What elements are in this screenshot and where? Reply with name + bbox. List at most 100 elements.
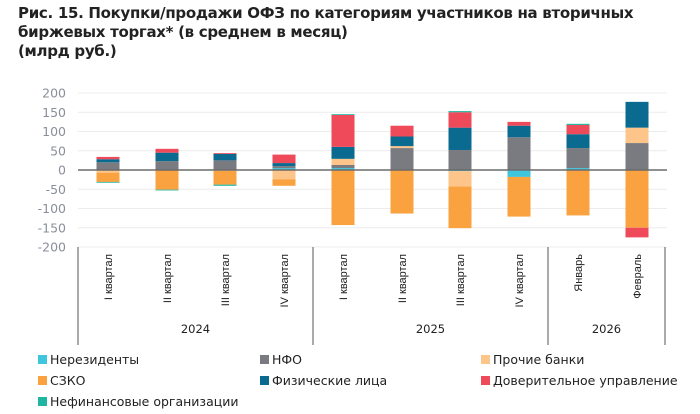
bar-segment — [507, 125, 531, 138]
bar-segment — [155, 148, 179, 153]
bar-segment — [272, 154, 296, 164]
y-tick-label: -50 — [46, 182, 66, 197]
bar-segment — [331, 164, 355, 169]
chart-subtitle-units: (млрд руб.) — [18, 42, 117, 60]
legend-swatch-icon — [38, 355, 47, 364]
bar-segment — [448, 112, 472, 128]
bar-segment — [155, 189, 179, 191]
bar-segment — [272, 179, 296, 186]
legend-item: СЗКО — [38, 373, 85, 388]
x-tick-label: III квартал — [455, 254, 467, 306]
legend-label: Нефинансовые организации — [50, 394, 239, 409]
x-tick-label: II квартал — [397, 254, 409, 303]
bar-segment — [331, 170, 355, 226]
x-tick-label: Февраль — [632, 254, 644, 299]
bar-segment — [448, 149, 472, 170]
bar-segment — [566, 148, 590, 169]
bar-segment — [566, 134, 590, 149]
bar-segment — [331, 114, 355, 115]
bar-segment — [272, 168, 296, 170]
bar-segment — [213, 170, 237, 185]
y-tick-label: 0 — [58, 163, 66, 178]
y-tick-label: 200 — [42, 86, 66, 101]
bar-segment — [566, 124, 590, 135]
bar-segment — [390, 146, 414, 149]
x-tick-label: IV квартал — [514, 254, 526, 307]
bar-segment — [96, 156, 120, 160]
y-tick-label: 50 — [50, 143, 66, 158]
legend-swatch-icon — [260, 376, 269, 385]
bar-segment — [155, 170, 179, 190]
bar-segment — [96, 159, 120, 163]
bar-segment — [96, 172, 120, 182]
legend-swatch-icon — [38, 397, 47, 406]
chart-title: Рис. 15. Покупки/продажи ОФЗ по категори… — [18, 4, 688, 61]
chart-title-line: биржевых торгах* (в среднем в месяц) — [18, 23, 348, 41]
bar-segment — [213, 160, 237, 170]
legend-item: Физические лица — [260, 373, 387, 388]
y-tick-label: -100 — [38, 201, 66, 216]
bar-segment — [625, 101, 649, 128]
bar-segment — [390, 125, 414, 137]
y-tick-label: -200 — [38, 240, 66, 255]
bar-segment — [213, 153, 237, 161]
bar-segment — [448, 111, 472, 113]
bar-segment — [566, 123, 590, 125]
bar-segment — [272, 163, 296, 167]
x-group-label: 2025 — [416, 322, 445, 336]
legend-item: НФО — [260, 352, 302, 367]
legend-item: Нерезиденты — [38, 352, 139, 367]
bar-segment — [96, 181, 120, 183]
legend-swatch-icon — [260, 355, 269, 364]
bar-segment — [96, 170, 120, 173]
bars — [96, 101, 649, 238]
bar-segment — [566, 170, 590, 216]
bar-segment — [155, 152, 179, 162]
bar-segment — [507, 137, 531, 170]
x-tick-label: Январь — [573, 254, 585, 292]
bar-segment — [448, 127, 472, 150]
y-tick-label: 100 — [42, 124, 66, 139]
bar-segment — [331, 146, 355, 159]
x-tick-label: II квартал — [162, 254, 174, 303]
bar-segment — [566, 168, 590, 170]
legend-label: Прочие банки — [493, 352, 585, 367]
stacked-bar-chart: 200 150 100 50 0 -50 -100 -150 -200 I квартал II … — [38, 86, 667, 345]
x-tick-label: III квартал — [220, 254, 232, 306]
legend-label: НФО — [272, 352, 302, 367]
legend-swatch-icon — [481, 355, 490, 364]
bar-segment — [155, 161, 179, 170]
legend-label: Нерезиденты — [50, 352, 140, 367]
legend-label: Физические лица — [272, 373, 388, 388]
x-group-label: 2026 — [592, 322, 621, 336]
y-axis-ticks: 200 150 100 50 0 -50 -100 -150 -200 — [38, 86, 66, 255]
legend-item: Доверительное управление — [481, 373, 678, 388]
legend-swatch-icon — [481, 376, 490, 385]
bar-segment — [507, 170, 531, 177]
chart-title-line: Рис. 15. Покупки/продажи ОФЗ по категори… — [18, 4, 634, 22]
x-tick-label: I квартал — [338, 254, 350, 300]
bar-segment — [390, 136, 414, 147]
bar-segment — [331, 158, 355, 165]
legend-label: Доверительное управление — [493, 373, 678, 388]
legend-swatch-icon — [38, 376, 47, 385]
bar-segment — [625, 143, 649, 170]
bar-segment — [272, 166, 296, 169]
x-tick-label: I квартал — [103, 254, 115, 300]
bar-segment — [213, 153, 237, 154]
bar-segment — [213, 184, 237, 186]
bar-segment — [448, 186, 472, 229]
bar-segment — [625, 127, 649, 144]
bar-segment — [507, 121, 531, 126]
bar-segment — [331, 114, 355, 147]
x-group-label: 2024 — [181, 322, 210, 336]
y-tick-label: -150 — [38, 220, 66, 235]
bar-segment — [625, 227, 649, 238]
legend-item: Прочие банки — [481, 352, 584, 367]
bar-segment — [507, 176, 531, 217]
bar-segment — [272, 170, 296, 180]
bar-segment — [448, 171, 472, 187]
bar-segment — [390, 170, 414, 214]
x-tick-label: IV квартал — [279, 254, 291, 307]
legend-item: Нефинансовые организации — [38, 394, 239, 409]
